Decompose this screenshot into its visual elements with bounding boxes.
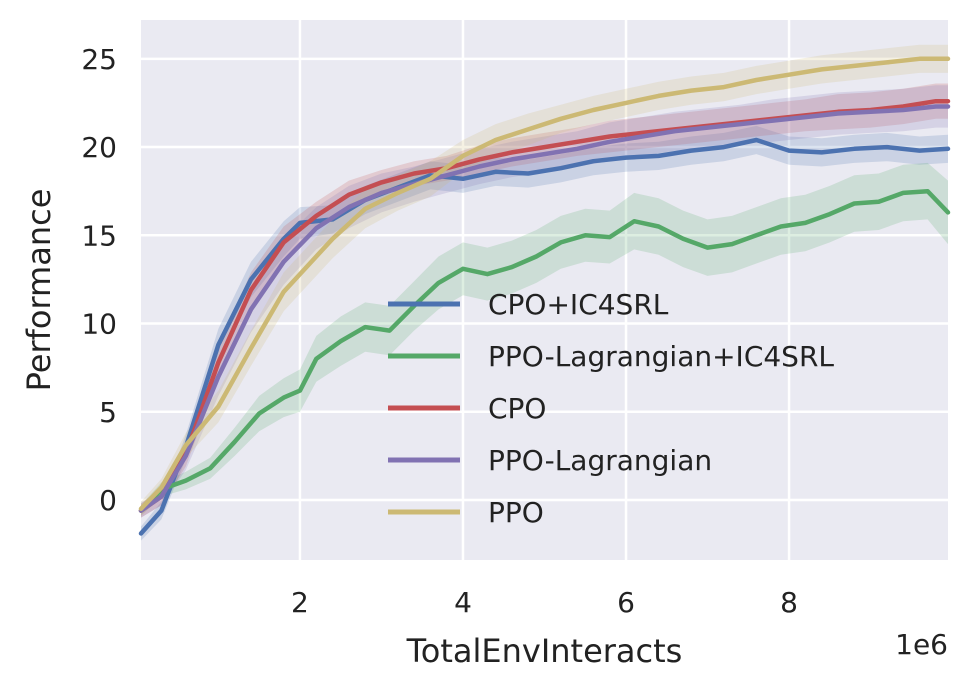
y-tick-labels: 0 5 10 15 20 25 (81, 43, 117, 517)
legend-label-ppo: PPO (488, 496, 544, 529)
x-tick-label: 4 (454, 586, 472, 619)
series-line-ppo (138, 56, 951, 512)
legend-label-cpo-ic4srl: CPO+IC4SRL (488, 288, 669, 321)
band-cpo (141, 83, 948, 518)
y-tick-label: 0 (99, 484, 117, 517)
y-tick-label: 5 (99, 396, 117, 429)
confidence-bands (141, 44, 948, 541)
band-ppo (141, 44, 948, 516)
series-line-ppo-lagrangian-ic4srl (138, 188, 951, 513)
x-axis-label: TotalEnvInteracts (406, 632, 683, 670)
y-tick-label: 10 (81, 308, 117, 341)
y-axis-label: Performance (20, 189, 58, 392)
x-tick-label: 8 (780, 586, 798, 619)
x-tick-label: 6 (617, 586, 635, 619)
legend-label-ppo-lagrangian-ic4srl: PPO-Lagrangian+IC4SRL (488, 340, 834, 373)
x-tick-label: 2 (291, 586, 309, 619)
legend: CPO+IC4SRL PPO-Lagrangian+IC4SRL CPO PPO-La… (388, 288, 834, 529)
legend-label-cpo: CPO (488, 392, 546, 425)
plot-background (141, 20, 948, 560)
grid (141, 20, 948, 560)
legend-label-ppo-lagrangian: PPO-Lagrangian (488, 444, 712, 477)
band-ppo-lagrangian-ic4srl (141, 162, 948, 516)
x-tick-labels: 2 4 6 8 (291, 586, 798, 619)
band-ppo-lagrangian (141, 85, 948, 518)
y-tick-label: 20 (81, 131, 117, 164)
y-tick-label: 25 (81, 43, 117, 76)
series-line-ppo-lagrangian (138, 104, 951, 513)
series-line-cpo-ic4srl (138, 137, 951, 536)
series-lines (138, 56, 951, 536)
x-scale-multiplier: 1e6 (895, 628, 948, 661)
y-tick-label: 15 (81, 219, 117, 252)
